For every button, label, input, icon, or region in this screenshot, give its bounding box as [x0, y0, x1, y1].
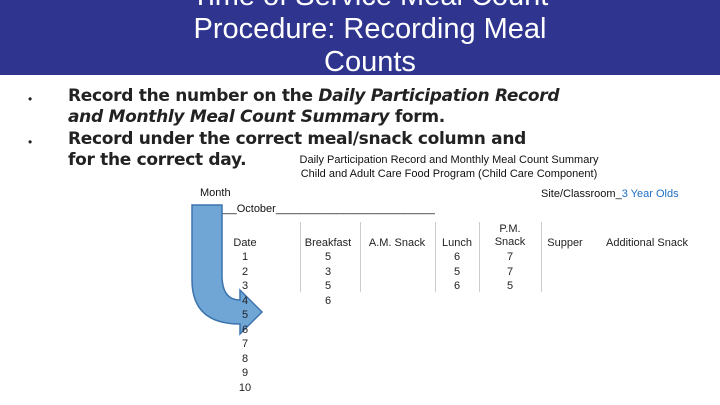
- column-header: Supper: [547, 237, 583, 249]
- table-cell: 2: [241, 265, 249, 278]
- column-divider: [435, 222, 436, 292]
- bullet: Record the number on the Daily Participa…: [68, 86, 588, 128]
- arrow: [191, 204, 264, 336]
- table-cell: 7: [506, 265, 514, 278]
- table-cell: 8: [241, 352, 249, 365]
- table-cell: 6: [453, 280, 461, 292]
- bullet-dot: •: [28, 92, 33, 106]
- month-value: ______October__________________________: [200, 203, 435, 215]
- table-cell: 7: [241, 338, 249, 350]
- column-header: Date: [233, 237, 257, 249]
- table-cell: 1: [241, 251, 249, 263]
- table-cell: 6: [453, 251, 461, 263]
- table-cell: 6: [324, 294, 332, 307]
- form-subheading: Child and Adult Care Food Program (Child…: [300, 168, 598, 180]
- bullet-text: Record under the correct meal/snack colu…: [68, 129, 527, 170]
- table-cell: 10: [238, 381, 252, 394]
- site-value: 3 Year Olds: [621, 188, 679, 200]
- column-divider: [541, 222, 542, 292]
- title-band: [0, 0, 720, 75]
- month-label: Month: [200, 187, 231, 199]
- column-divider: [360, 222, 361, 292]
- bullet-dot: •: [28, 135, 33, 149]
- site-label: Site/Classroom_: [541, 188, 622, 200]
- table-cell: 3: [324, 265, 332, 278]
- table-cell: 7: [506, 251, 514, 263]
- table-cell: 4: [241, 294, 249, 307]
- table-cell: 5: [324, 280, 332, 292]
- slide-title: Time of Service Meal Count Procedure: Re…: [192, 0, 549, 78]
- table-cell: 5: [453, 265, 461, 278]
- table-cell: 5: [506, 280, 514, 292]
- bullet-text: Daily Participation Record: [318, 86, 560, 106]
- site: Site/Classroom_3 Year Olds: [541, 187, 681, 202]
- column-header: P.M. Snack: [494, 223, 526, 248]
- column-header: Additional Snack: [606, 237, 688, 249]
- column-divider: [300, 222, 301, 292]
- column-divider: [479, 222, 480, 292]
- table-cell: 3: [241, 280, 249, 292]
- table-cell: 9: [241, 367, 249, 379]
- column-header: A.M. Snack: [368, 237, 426, 249]
- bullet-text: form.: [389, 107, 445, 127]
- column-header: Breakfast: [304, 237, 352, 249]
- table-cell: 5: [241, 309, 249, 321]
- form-heading: Daily Participation Record and Monthly M…: [299, 154, 599, 166]
- column-header: Lunch: [442, 237, 472, 249]
- table-cell: 6: [241, 323, 249, 336]
- bullet-text: Record the number on the: [68, 86, 319, 106]
- table-cell: 5: [324, 251, 332, 263]
- bullet-text: and Monthly Meal Count Summary: [68, 107, 390, 127]
- bullet: Record under the correct meal/snack colu…: [68, 129, 548, 171]
